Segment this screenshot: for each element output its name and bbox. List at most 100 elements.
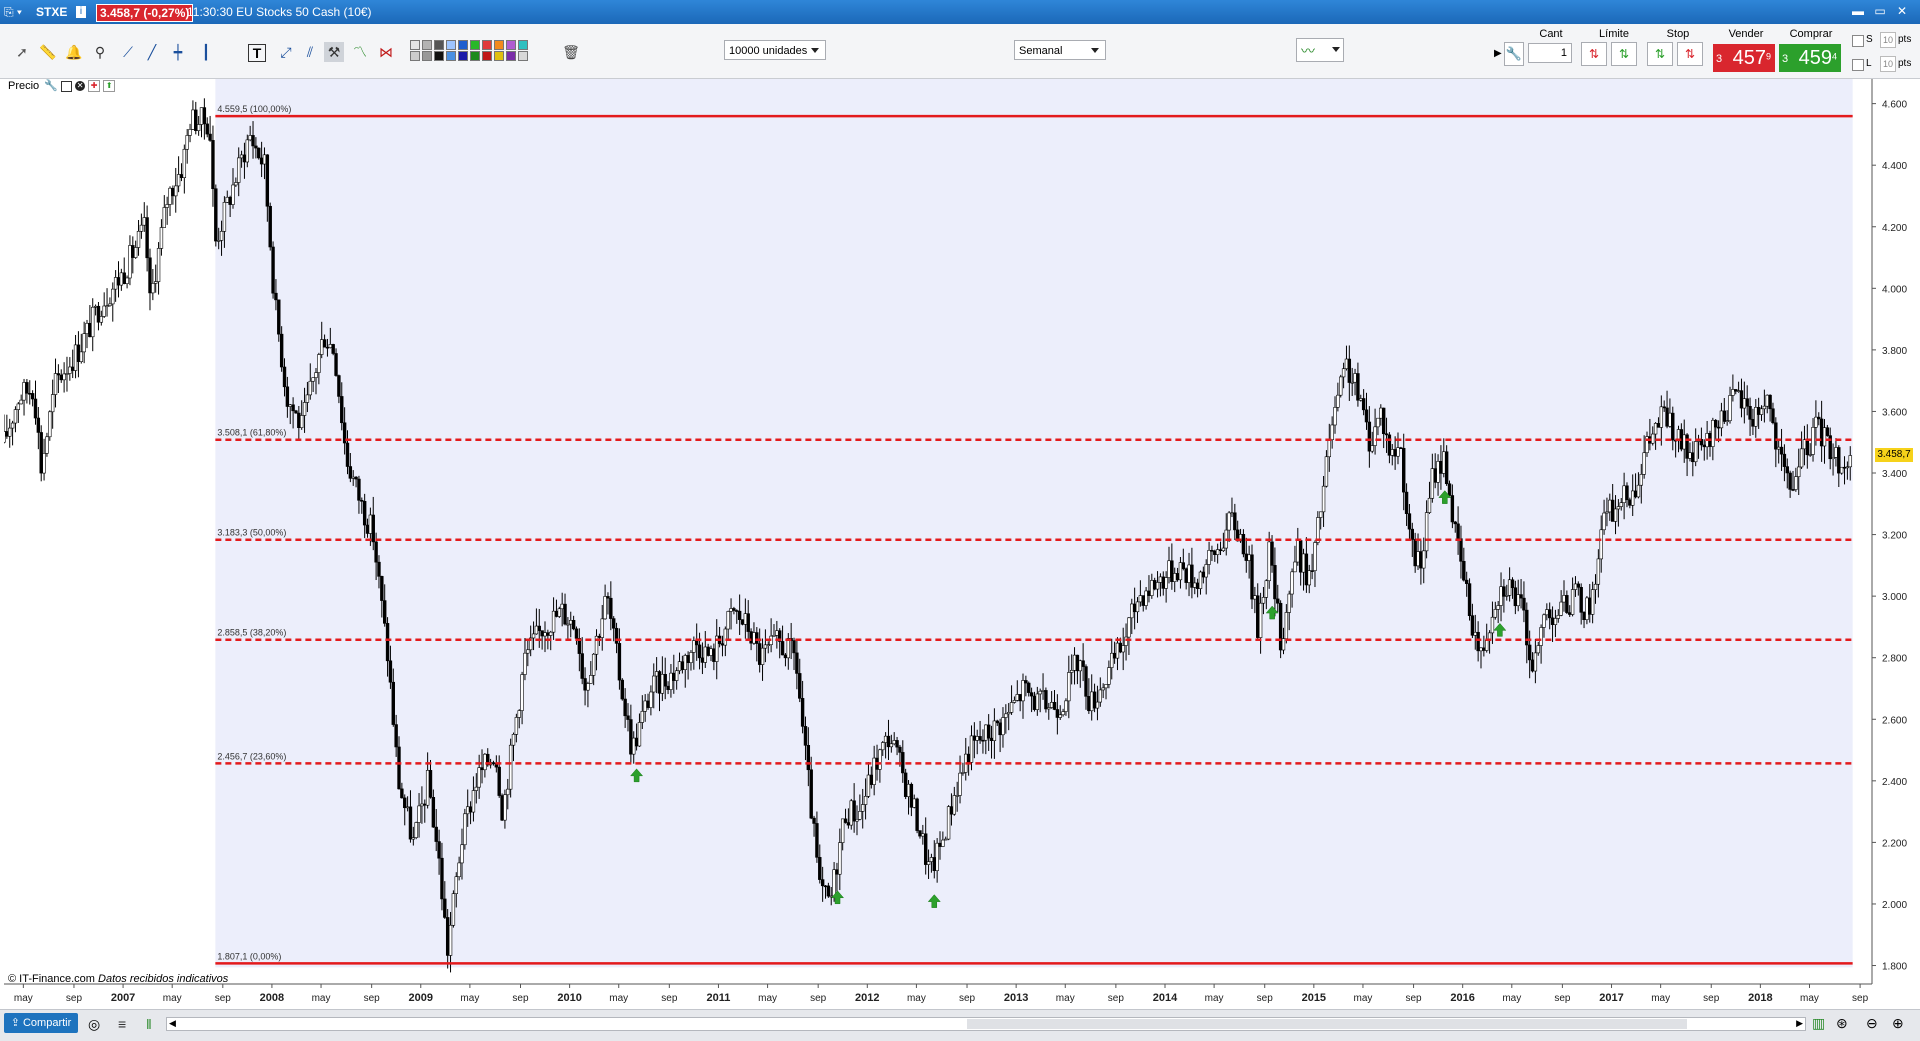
candle-body (168, 187, 172, 205)
s-checkbox[interactable] (1852, 35, 1864, 47)
price-chart[interactable]: 4.559,5 (100,00%) 3.508,1 (61,80%) 3.183,3… (2, 79, 1920, 1009)
candle-body (268, 205, 272, 248)
color-swatch[interactable] (410, 40, 420, 50)
candle-body (1693, 441, 1698, 463)
alert-bell-icon[interactable]: 🔔 (65, 44, 83, 60)
chart-type-button[interactable]: 〰 (1296, 38, 1344, 62)
color-swatch[interactable] (422, 40, 432, 50)
horizontal-scrollbar[interactable]: ◀ ▶ (166, 1017, 1806, 1031)
color-swatch[interactable] (506, 51, 516, 61)
stop-sell-button[interactable]: ⇅ (1677, 42, 1703, 66)
fibonacci-fan-icon[interactable]: ⋈ (379, 44, 393, 60)
color-swatch[interactable] (410, 51, 420, 61)
info-icon[interactable]: i (76, 6, 86, 18)
color-swatch[interactable] (506, 40, 516, 50)
wrench-icon[interactable]: 🔧 (44, 80, 58, 92)
fit-icon[interactable]: ⊛ (1836, 1015, 1848, 1031)
channel-icon[interactable]: ⤢ (280, 44, 292, 60)
wrench-icon[interactable]: 🔧 (1504, 42, 1524, 66)
limit-sell-button[interactable]: ⇅ (1611, 42, 1637, 66)
candle-body (944, 838, 948, 841)
history-icon[interactable]: ◎ (88, 1016, 101, 1032)
candle-body (1651, 433, 1655, 444)
color-swatch[interactable] (458, 51, 468, 61)
fibonacci-icon[interactable]: 〽 (353, 44, 367, 60)
candle-body (1350, 381, 1354, 384)
scroll-left-icon[interactable]: ◀ (169, 1018, 176, 1028)
color-swatch[interactable] (446, 51, 456, 61)
sell-signal-icon[interactable]: ✚ (88, 80, 101, 93)
color-swatch[interactable] (434, 40, 444, 50)
zoom-in-icon[interactable]: ⊕ (1892, 1015, 1904, 1031)
limit-buy-button[interactable]: ⇅ (1581, 42, 1607, 66)
color-swatch[interactable] (494, 40, 504, 50)
ruler-icon[interactable]: 📏 (39, 44, 57, 60)
x-tick-label: 2018 (1748, 992, 1772, 1004)
s-pts-input[interactable]: 10 (1880, 32, 1896, 48)
window-menu-icon[interactable]: ⎘ ▾ (4, 5, 22, 19)
candle-body (1505, 595, 1509, 597)
color-swatch[interactable] (470, 51, 480, 61)
color-swatch[interactable] (482, 40, 492, 50)
trash-icon[interactable]: 🗑 (562, 44, 580, 60)
candle-body (1653, 423, 1658, 435)
scroll-thumb[interactable] (967, 1019, 1687, 1029)
line-tool-icon[interactable]: ⟋ (123, 44, 133, 60)
zoom-icon[interactable]: ⚲ (94, 44, 106, 60)
maximize-icon[interactable]: ▭ (1874, 4, 1886, 18)
buy-button[interactable]: 3 4594 (1779, 44, 1841, 72)
candle-body (752, 632, 756, 644)
segment-tool-icon[interactable]: ╱ (147, 44, 157, 60)
color-swatch[interactable] (446, 40, 456, 50)
quantity-input[interactable]: 1 (1528, 43, 1572, 63)
quantity-select[interactable]: 10000 unidades (724, 40, 826, 60)
candles (2, 98, 1852, 973)
stop-buy-button[interactable]: ⇅ (1647, 42, 1673, 66)
color-swatch[interactable] (458, 40, 468, 50)
panel-expand-icon[interactable]: ▶ (1494, 48, 1502, 59)
close-icon[interactable]: ✕ (1896, 4, 1908, 18)
buy-signal-icon[interactable]: ⬆ (103, 80, 116, 93)
sell-button[interactable]: 3 4579 (1713, 44, 1775, 72)
fan-icon[interactable]: ⫽ (306, 44, 314, 60)
candle-body (174, 185, 178, 197)
l-checkbox[interactable] (1852, 59, 1864, 71)
candle-body (1819, 418, 1824, 447)
candle-body (257, 147, 261, 159)
horizontal-line-icon[interactable]: ┿ (173, 44, 183, 60)
copy-icon[interactable] (61, 80, 73, 92)
price-change-badge: 3.458,7 (-0,27%) (96, 4, 194, 22)
candle-body (1616, 506, 1621, 510)
vertical-line-icon[interactable]: ┃ (201, 44, 211, 60)
candle-body (431, 797, 436, 828)
color-swatch[interactable] (482, 51, 492, 61)
timeframe-icon[interactable]: ≡ (118, 1016, 127, 1032)
bar-style-icon[interactable]: ‖ (146, 1016, 152, 1032)
color-swatch[interactable] (470, 40, 480, 50)
symbol-label[interactable]: STXE (36, 5, 68, 19)
zoom-out-icon[interactable]: ⊖ (1866, 1015, 1878, 1031)
close-panel-icon[interactable]: ✕ (75, 81, 86, 92)
minimize-icon[interactable]: ▬ (1852, 4, 1864, 18)
period-select[interactable]: Semanal (1014, 40, 1106, 60)
candle-body (606, 596, 610, 599)
candle-body (1797, 466, 1801, 477)
scroll-right-icon[interactable]: ▶ (1796, 1018, 1803, 1028)
autoscale-icon[interactable]: ▥ (1812, 1015, 1826, 1031)
color-swatch[interactable] (494, 51, 504, 61)
candle-body (228, 196, 232, 205)
chart-area[interactable]: 4.559,5 (100,00%) 3.508,1 (61,80%) 3.183,3… (2, 79, 1920, 1009)
hammer-icon[interactable]: ⚒ (324, 42, 344, 62)
candle-body (1221, 547, 1226, 552)
share-button[interactable]: ⇪ Compartir (4, 1013, 78, 1033)
candle-body (1817, 416, 1821, 420)
buy-price-decimal: 4 (1831, 51, 1837, 62)
color-swatch[interactable] (434, 51, 444, 61)
color-palette[interactable] (410, 40, 560, 64)
color-swatch[interactable] (518, 51, 528, 61)
text-tool-icon[interactable]: T (248, 44, 266, 62)
color-swatch[interactable] (518, 40, 528, 50)
color-swatch[interactable] (422, 51, 432, 61)
l-pts-input[interactable]: 10 (1880, 56, 1896, 72)
pointer-icon[interactable]: ➚ (16, 44, 28, 60)
